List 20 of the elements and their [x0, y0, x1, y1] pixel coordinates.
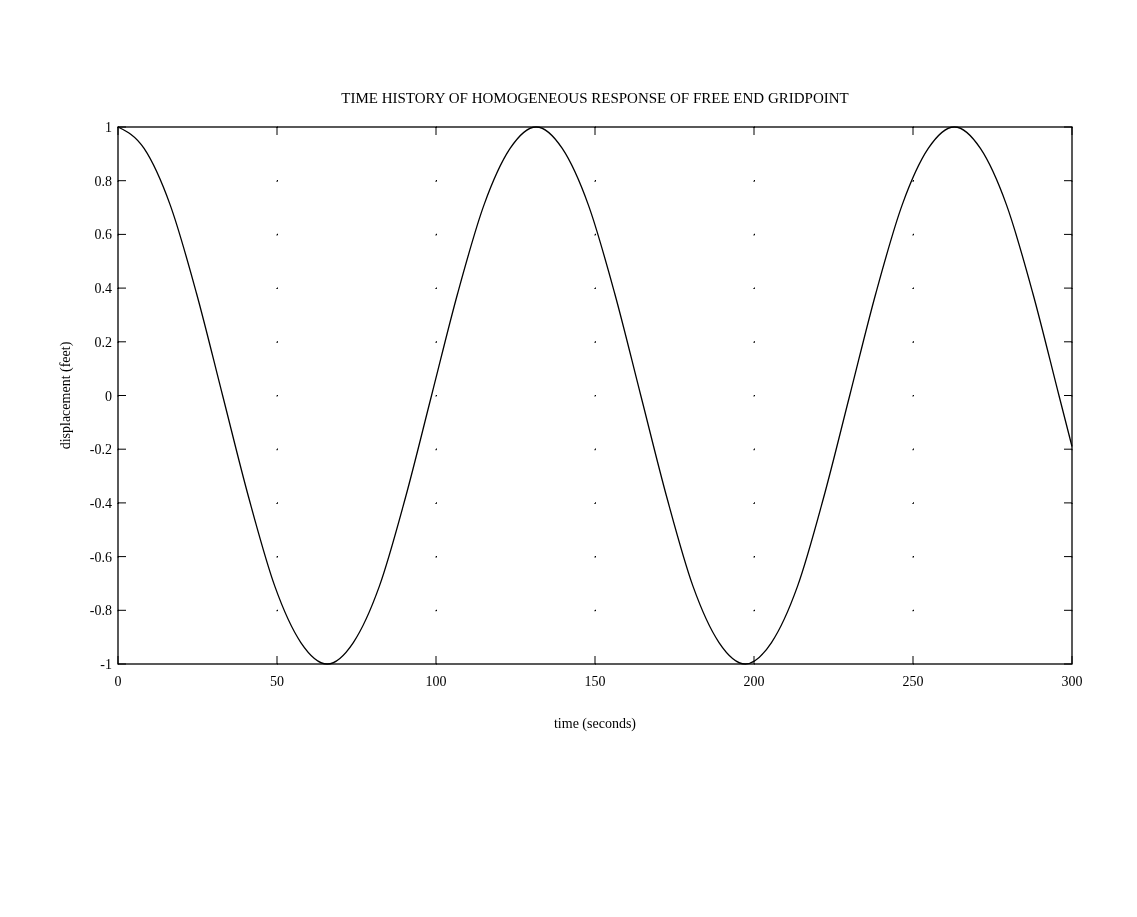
y-tick-label: -1 [100, 657, 112, 672]
y-tick-label: 0 [105, 388, 112, 404]
y-tick-label: -0.4 [89, 495, 112, 511]
y-tick-label: -0.6 [89, 549, 112, 565]
x-tick-label: 100 [425, 674, 447, 689]
y-axis-title: displacement (feet) [58, 341, 74, 450]
x-axis-title: time (seconds) [553, 716, 637, 732]
x-tick-label: 300 [1061, 674, 1083, 689]
y-tick-label: -0.8 [89, 603, 112, 619]
chart-title: TIME HISTORY OF HOMOGENEOUS RESPONSE OF FREE END GRIDPOINT [341, 90, 849, 106]
y-tick-label: 0.2 [94, 334, 112, 350]
y-tick-label: 1 [105, 120, 112, 135]
y-tick-label: 0.4 [94, 281, 112, 297]
y-tick-label: 0.8 [94, 173, 112, 189]
y-tick-label: 0.6 [94, 227, 112, 243]
x-tick-label: 50 [270, 674, 284, 689]
x-tick-label: 150 [584, 674, 606, 689]
x-tick-label: 200 [743, 674, 765, 689]
y-tick-label: -0.2 [89, 442, 112, 458]
x-tick-label: 250 [902, 674, 924, 689]
